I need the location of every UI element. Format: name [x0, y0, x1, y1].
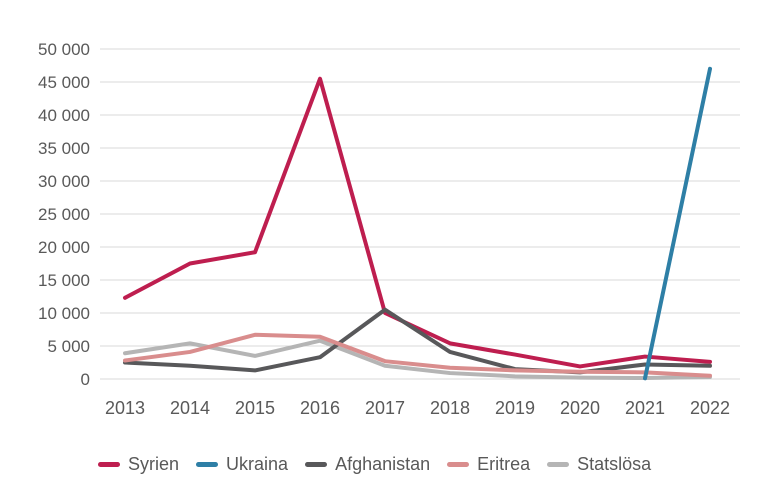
series-line-statslsa — [123, 338, 712, 381]
series-line-eritrea — [123, 332, 712, 378]
x-tick-label: 2021 — [625, 398, 665, 418]
y-tick-label: 40 000 — [38, 106, 90, 125]
x-tick-label: 2014 — [170, 398, 210, 418]
y-tick-label: 10 000 — [38, 304, 90, 323]
legend-item-eritrea: Eritrea — [447, 453, 530, 475]
legend-label-statslsa: Statslösa — [577, 454, 652, 474]
legend-item-statslsa: Statslösa — [547, 453, 651, 475]
line-chart-plot-area: 0 5 000 10 000 15 000 20 000 25 000 30 000 35 0… — [38, 40, 740, 418]
legend-label-afghanistan: Afghanistan — [335, 454, 431, 474]
y-tick-label: 5 000 — [47, 337, 90, 356]
legend-item-afghanistan: Afghanistan — [305, 453, 430, 475]
y-tick-label: 30 000 — [38, 172, 90, 191]
y-tick-label: 0 — [81, 370, 90, 389]
x-tick-label: 2019 — [495, 398, 535, 418]
legend-label-eritrea: Eritrea — [477, 454, 531, 474]
series-line-ukraina — [643, 66, 712, 381]
series-line-afghanistan — [123, 307, 712, 375]
legend-label-ukraina: Ukraina — [226, 454, 289, 474]
x-tick-label: 2015 — [235, 398, 275, 418]
legend-label-syrien: Syrien — [128, 454, 180, 474]
y-tick-label: 20 000 — [38, 238, 90, 257]
legend-swatch-syrien — [98, 461, 120, 467]
y-tick-label: 35 000 — [38, 139, 90, 158]
legend-swatch-statslsa — [547, 461, 570, 467]
legend-swatch-afghanistan — [305, 461, 328, 467]
x-tick-label: 2020 — [560, 398, 600, 418]
y-tick-label: 25 000 — [38, 205, 90, 224]
y-tick-label: 50 000 — [38, 40, 90, 59]
x-tick-label: 2016 — [300, 398, 340, 418]
x-tick-label: 2013 — [105, 398, 145, 418]
y-tick-label: 15 000 — [38, 271, 90, 290]
legend-item-ukraina: Ukraina — [196, 453, 288, 475]
chart-legend: Syrien Ukraina Afghanistan Eritrea Statslösa — [98, 453, 651, 475]
x-tick-label: 2017 — [365, 398, 405, 418]
legend-item-syrien: Syrien — [98, 453, 179, 475]
x-tick-label: 2018 — [430, 398, 470, 418]
x-tick-label: 2022 — [690, 398, 730, 418]
legend-swatch-eritrea — [447, 461, 470, 467]
y-tick-label: 45 000 — [38, 73, 90, 92]
series-line-syrien — [123, 76, 712, 369]
legend-swatch-ukraina — [196, 461, 219, 467]
